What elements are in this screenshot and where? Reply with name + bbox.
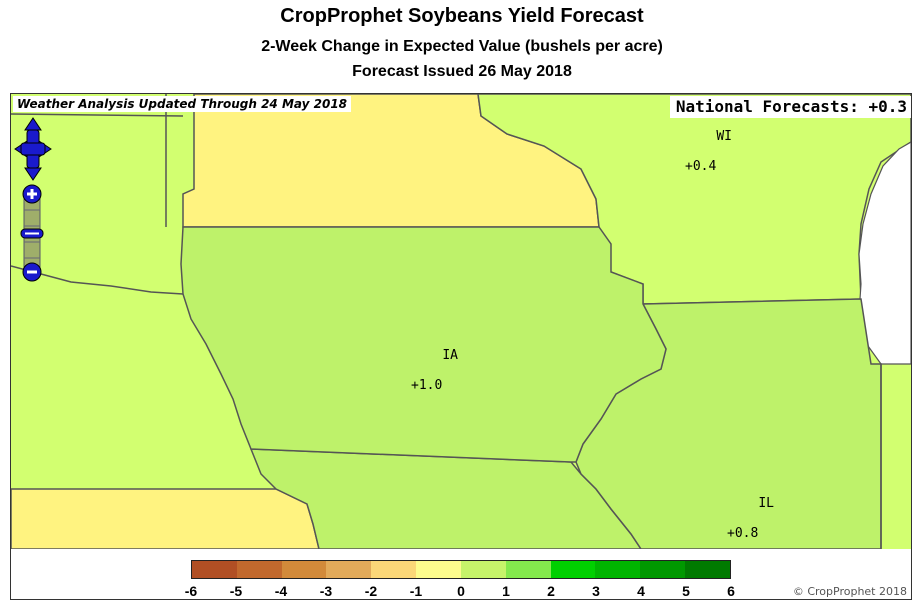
pan-up-arrow-icon[interactable] [24, 117, 42, 131]
national-forecast-badge: National Forecasts: +0.3 [669, 96, 911, 118]
forecast-issued-date: Forecast Issued 26 May 2018 [352, 63, 572, 80]
legend-swatch [416, 561, 461, 578]
state-value: +0.4 [685, 159, 717, 174]
legend-tick-label: -2 [364, 583, 378, 599]
weather-analysis-banner: Weather Analysis Updated Through 24 May … [13, 96, 352, 112]
legend-swatch [505, 561, 551, 578]
region-southwest [11, 488, 320, 550]
map-subtitle: 2-Week Change in Expected Value (bushels… [261, 38, 663, 55]
state-label-wi: WI +0.4 [685, 114, 732, 189]
region-iowa [180, 226, 667, 463]
legend-tick-label: -1 [409, 583, 423, 599]
pan-control[interactable] [13, 116, 53, 182]
legend-swatch [595, 561, 641, 578]
legend-swatch [326, 561, 372, 578]
map-title: CropProphet Soybeans Yield Forecast [280, 5, 644, 27]
legend-swatch [281, 561, 327, 578]
pan-center-icon [20, 142, 46, 156]
legend-tick-label: 0 [457, 583, 465, 599]
legend-swatch [460, 561, 506, 578]
legend-swatch [685, 561, 730, 578]
legend-swatch [550, 561, 596, 578]
zoom-out-button[interactable] [22, 262, 42, 282]
state-abbr: WI [716, 129, 732, 144]
legend-tick-label: -5 [229, 583, 243, 599]
legend-tick-label: 6 [727, 583, 735, 599]
zoom-control[interactable] [19, 184, 45, 282]
state-value: +1.0 [411, 378, 443, 393]
zoom-slider-handle[interactable] [20, 228, 44, 239]
legend-tick-label: 1 [502, 583, 510, 599]
legend-swatch [192, 561, 237, 578]
map-viewport[interactable]: WI +0.4 IA +1.0 IL +0.8 Weather Analysis… [10, 93, 912, 600]
legend-tick-label: 3 [592, 583, 600, 599]
state-border [11, 113, 184, 117]
legend-swatch [371, 561, 417, 578]
state-label-il: IL +0.8 [727, 481, 774, 556]
legend-swatch [640, 561, 686, 578]
state-label-ia: IA +1.0 [411, 333, 458, 408]
lake-michigan [858, 141, 911, 365]
legend-tick-label: 5 [682, 583, 690, 599]
legend-tick-label: -4 [274, 583, 288, 599]
legend-tick-label: -6 [184, 583, 198, 599]
legend: -6 -5 -4 -3 -2 -1 0 1 2 3 4 5 6 © CropProphet 2018 [11, 549, 911, 599]
state-abbr: IL [758, 496, 774, 511]
legend-tick-label: 4 [637, 583, 645, 599]
legend-tick-label: 2 [547, 583, 555, 599]
legend-color-bar [191, 560, 731, 579]
zoom-in-button[interactable] [22, 184, 42, 204]
legend-swatch [236, 561, 282, 578]
state-value: +0.8 [727, 526, 759, 541]
pan-down-arrow-icon[interactable] [24, 167, 42, 181]
copyright-notice: © CropProphet 2018 [792, 585, 907, 598]
legend-tick-label: -3 [319, 583, 333, 599]
state-abbr: IA [442, 348, 458, 363]
map-canvas [11, 94, 911, 599]
